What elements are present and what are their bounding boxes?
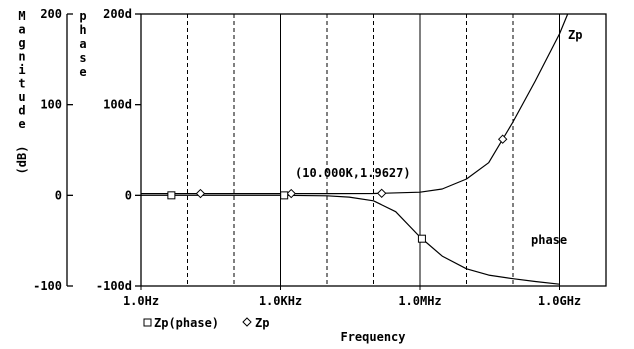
left-axis-label-char: n bbox=[18, 50, 25, 64]
right-axis-label-char: e bbox=[79, 65, 86, 79]
left-axis-label-char: a bbox=[18, 23, 25, 37]
marker-square bbox=[280, 191, 289, 200]
legend-entry-zp-phase: Zp(phase) bbox=[154, 316, 219, 330]
right-tick-label: -100d bbox=[96, 279, 132, 293]
legend-diamond-marker bbox=[242, 317, 252, 327]
series-label-zp: Zp bbox=[568, 28, 582, 42]
right-tick-label: 0 bbox=[125, 188, 132, 202]
left-tick-label: 200 bbox=[40, 7, 62, 21]
marker-diamond bbox=[286, 188, 296, 199]
legend-square-marker bbox=[143, 318, 152, 327]
right-tick-label: 100d bbox=[103, 98, 132, 112]
legend-entry-zp: Zp bbox=[255, 316, 269, 330]
vertical-gridlines bbox=[187, 14, 560, 286]
left-axis-unit: (dB) bbox=[15, 146, 29, 175]
marker-diamond bbox=[497, 134, 508, 144]
left-tick-label: 0 bbox=[55, 188, 62, 202]
left-axis-label-char: e bbox=[18, 117, 25, 131]
marker-diamond bbox=[376, 188, 387, 199]
x-tick-label: 1.0MHz bbox=[398, 294, 441, 308]
series-line-phase bbox=[141, 194, 560, 285]
series-label-phase: phase bbox=[531, 233, 567, 247]
right-axis-label-char: p bbox=[79, 9, 86, 23]
left-axis-label-char: u bbox=[18, 90, 25, 104]
right-axis-label-char: a bbox=[79, 37, 86, 51]
left-axis-label-char: g bbox=[18, 36, 25, 50]
left-axis-label-char: i bbox=[18, 63, 25, 77]
left-tick-label: 100 bbox=[40, 98, 62, 112]
plot-frame bbox=[140, 13, 607, 287]
right-axis-label-char: s bbox=[79, 51, 86, 65]
series-line-zp bbox=[141, 13, 569, 195]
axes-decor bbox=[66, 13, 560, 290]
data-markers bbox=[167, 134, 508, 243]
marker-diamond bbox=[195, 188, 206, 199]
marker-square bbox=[167, 191, 176, 200]
left-tick-label: -100 bbox=[33, 279, 62, 293]
x-tick-label: 1.0GHz bbox=[538, 294, 581, 308]
x-tick-label: 1.0KHz bbox=[259, 294, 302, 308]
left-axis-label-char: t bbox=[18, 77, 25, 91]
annotation-label: (10.000K,1.9627) bbox=[295, 166, 411, 180]
marker-square bbox=[417, 234, 426, 243]
x-tick-label: 1.0Hz bbox=[123, 294, 159, 308]
data-curves bbox=[141, 13, 569, 285]
right-tick-label: 200d bbox=[103, 7, 132, 21]
x-axis-label: Frequency bbox=[340, 330, 405, 344]
legend: Zp(phase) Zp bbox=[143, 316, 269, 330]
left-axis-label-char: M bbox=[18, 9, 25, 23]
right-axis-label-char: h bbox=[79, 23, 86, 37]
left-axis-label-char: d bbox=[18, 104, 25, 118]
